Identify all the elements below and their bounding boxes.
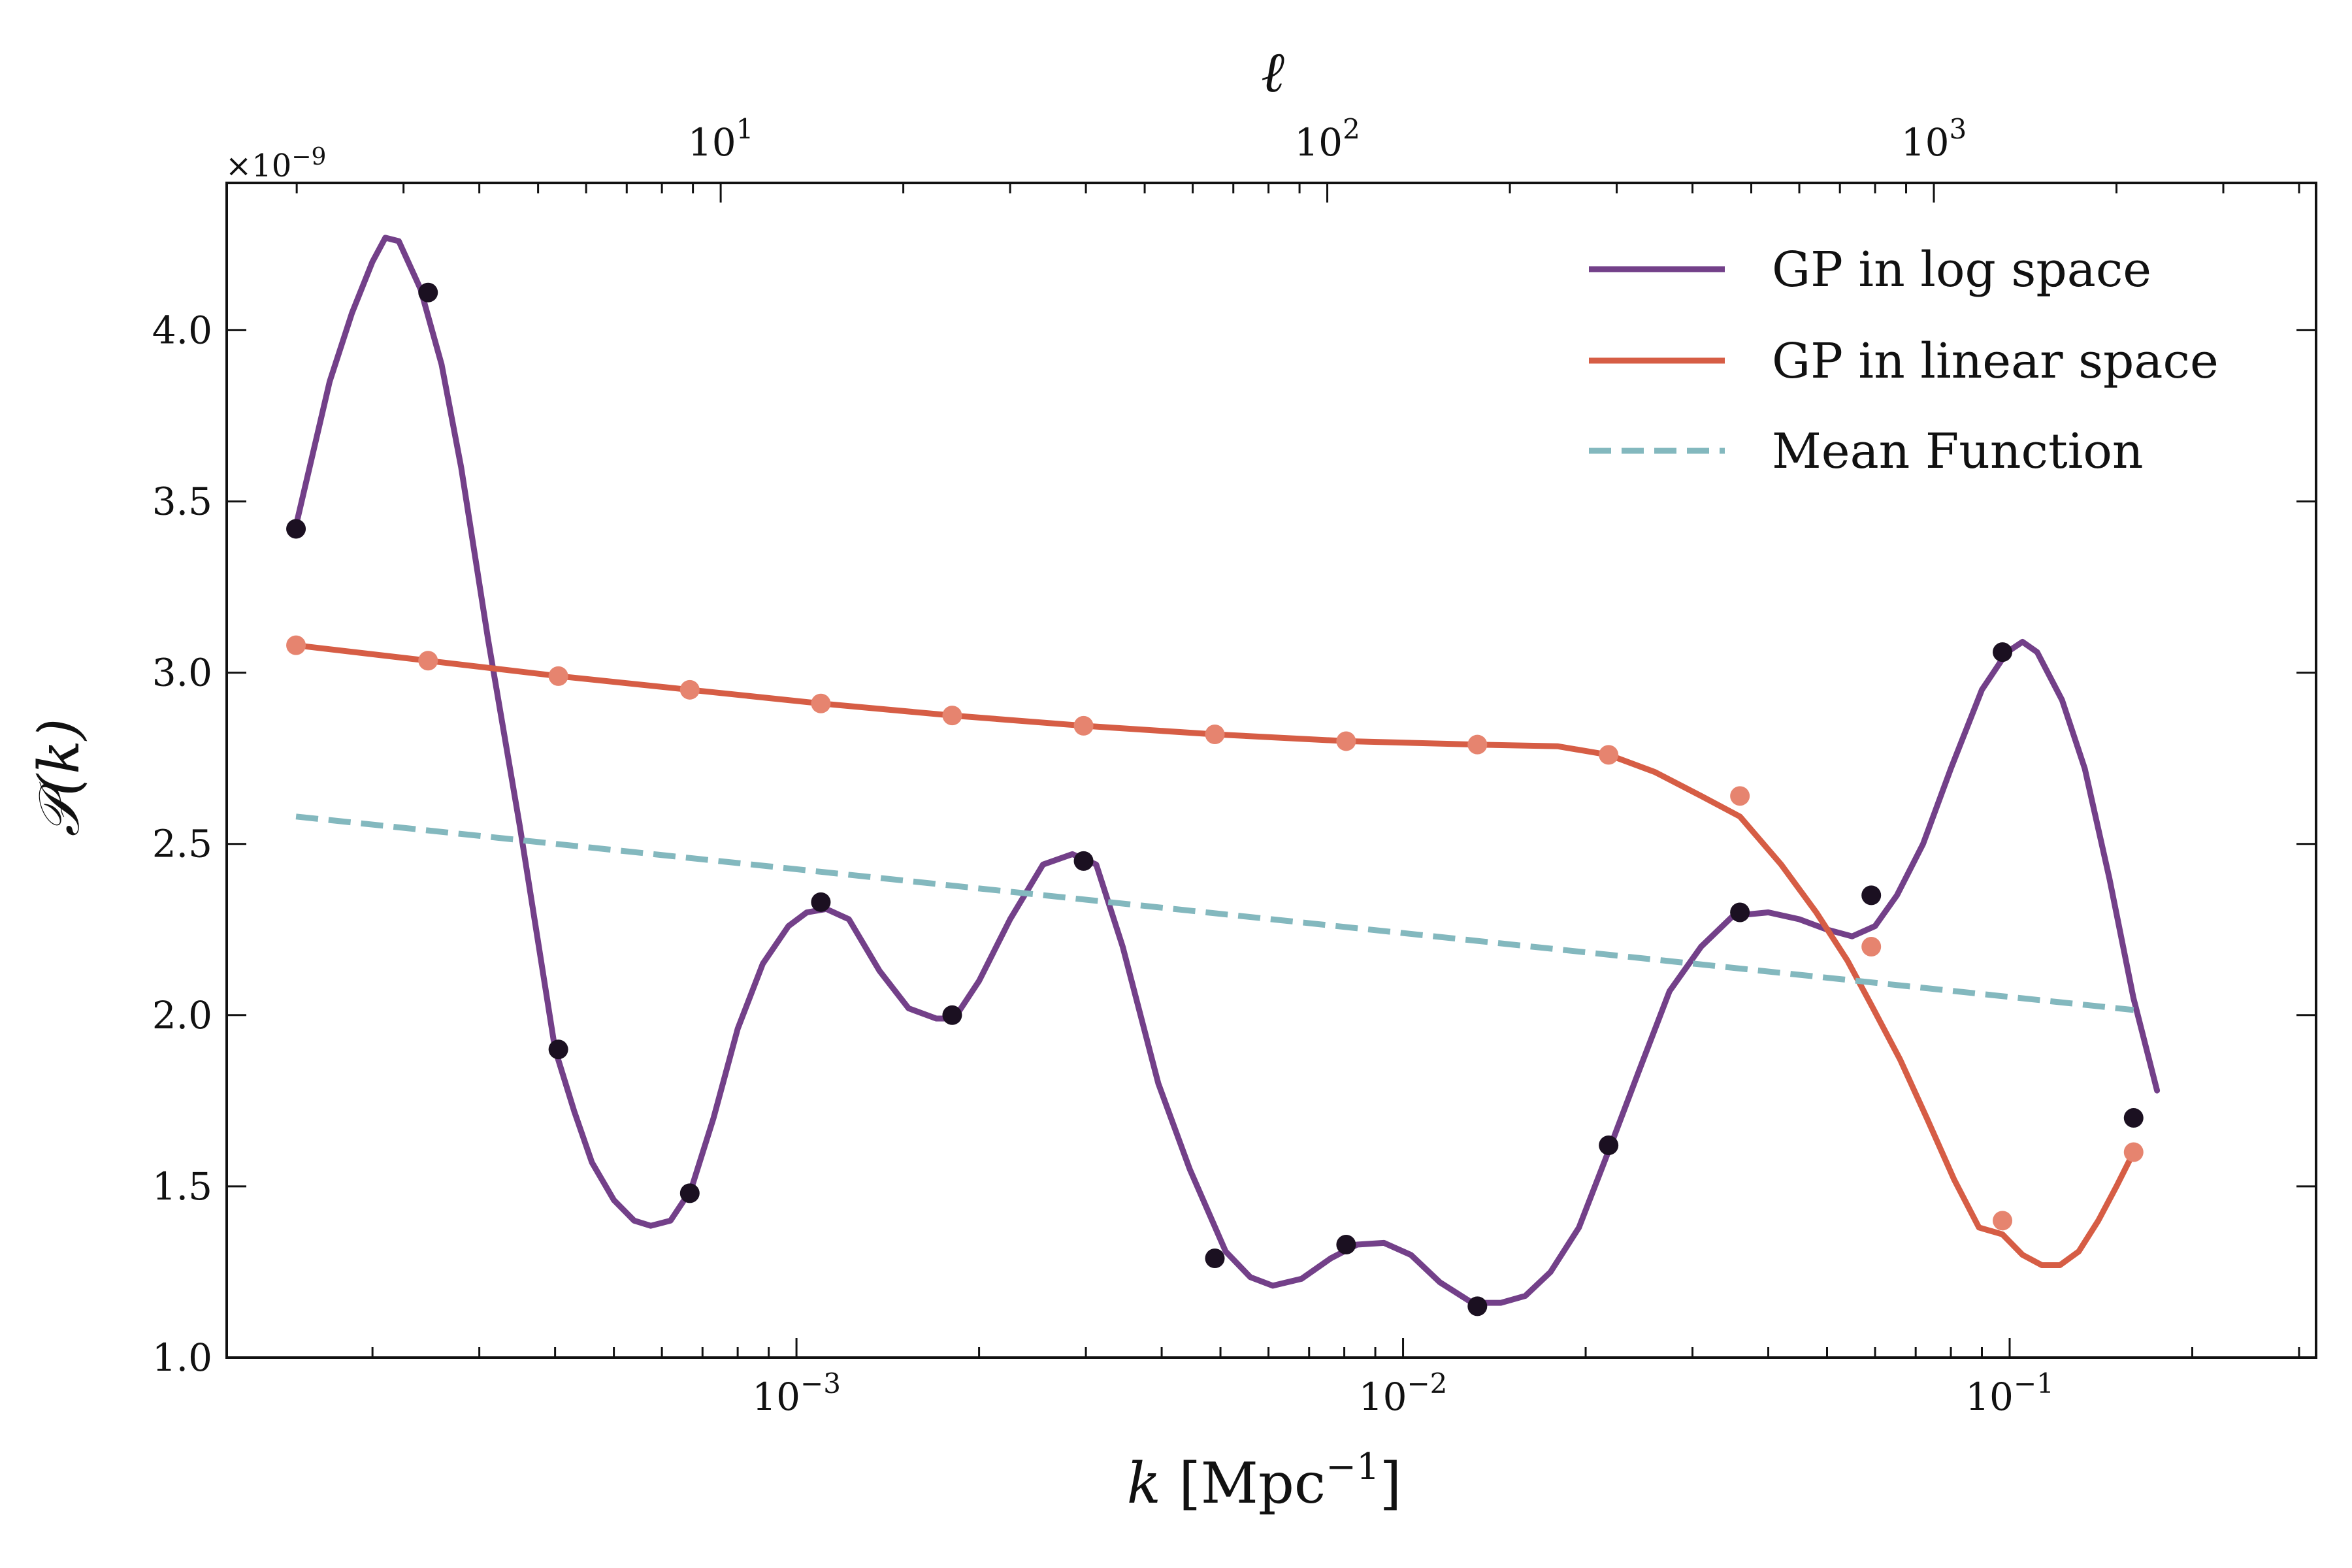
y-axis-title: 𝒫(k): [27, 718, 92, 836]
top-tick-label: 101: [688, 113, 754, 165]
gp-log-point: [1205, 1248, 1225, 1268]
gp-log-point: [1336, 1235, 1356, 1255]
top-tick-label: 103: [1901, 113, 1967, 165]
top-tick-label: 102: [1294, 113, 1360, 165]
series-layer: [286, 235, 2161, 1316]
gp-log-point: [1467, 1296, 1488, 1316]
gp-linear-point: [1599, 745, 1619, 765]
gp-log-point: [286, 519, 306, 539]
y-tick-label: 1.5: [152, 1164, 212, 1209]
gp-linear-point: [286, 635, 306, 655]
gp-linear-point: [418, 651, 438, 671]
mean-function-line: [295, 813, 2134, 1013]
y-tick-label: 3.5: [152, 480, 212, 524]
gp-log-line: [293, 235, 2161, 1306]
y-tick-label: 3.0: [152, 651, 212, 695]
gp-log-point: [679, 1183, 700, 1203]
legend: GP in log space GP in linear space Mean …: [1589, 242, 2219, 480]
ticks-layer: 10−3 10−2 10−1 101 102 103 1.0 1.5 2.0 2.5 3.0 3.5 4…: [152, 113, 2316, 1419]
gp-linear-point: [1467, 734, 1488, 755]
y-tick-label: 2.5: [152, 822, 212, 866]
gp-linear-point: [942, 706, 962, 726]
gp-linear-point: [1861, 936, 1882, 956]
gp-linear-point: [1336, 731, 1356, 751]
legend-label-mean: Mean Function: [1772, 423, 2144, 480]
gp-log-point: [1730, 902, 1750, 923]
gp-log-point: [2123, 1108, 2144, 1128]
gp-linear-point: [1073, 715, 1094, 736]
y-tick-label: 4.0: [152, 308, 212, 352]
gp-linear-point: [2123, 1142, 2144, 1162]
y-tick-label: 2.0: [152, 993, 212, 1037]
gp-log-point: [1993, 642, 2013, 662]
y-scale-factor: ×10−9: [225, 144, 326, 184]
gp-log-point: [548, 1039, 568, 1060]
y-tick-label: 1.0: [152, 1335, 212, 1380]
legend-label-linear: GP in linear space: [1772, 333, 2219, 389]
gp-log-point: [811, 892, 831, 912]
legend-label-log: GP in log space: [1772, 242, 2151, 298]
top-axis-title: ℓ: [1261, 40, 1284, 105]
gp-log-point: [942, 1005, 962, 1025]
gp-linear-point: [1205, 724, 1225, 744]
gp-linear-point: [679, 679, 700, 700]
x-axis-title: k [Mpc−1]: [1127, 1446, 1401, 1516]
gp-log-point: [1073, 851, 1094, 871]
gp-log-point: [1861, 885, 1882, 906]
gp-linear-point: [1993, 1211, 2013, 1231]
gp-log-point: [418, 282, 438, 302]
plot-frame: [225, 182, 2317, 1359]
gp-linear-point: [1730, 786, 1750, 806]
x-tick-label: 10−3: [752, 1367, 841, 1419]
x-tick-label: 10−2: [1359, 1367, 1448, 1419]
gp-linear-point: [811, 693, 831, 713]
x-tick-label: 10−1: [1965, 1367, 2054, 1419]
gp-linear-point: [548, 666, 568, 686]
gp-log-point: [1599, 1135, 1619, 1155]
